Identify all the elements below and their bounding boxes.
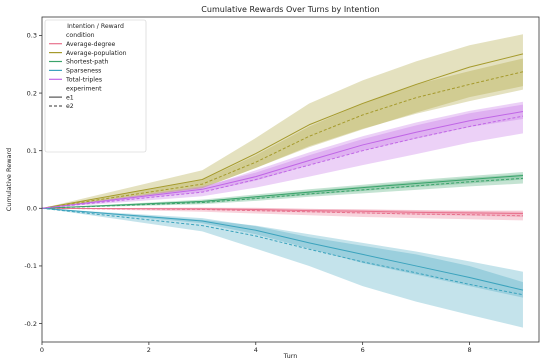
legend-items: Average-degree Average-population Shortest… bbox=[49, 41, 127, 110]
axes-frame bbox=[41, 16, 540, 343]
legend-label-total-triples: Total-triples bbox=[65, 77, 102, 84]
band-shortest-path-e2 bbox=[42, 174, 523, 209]
x-tick-label-6: 6 bbox=[361, 346, 365, 354]
line-total-triples-e2 bbox=[41, 115, 524, 209]
axes: 0 2 4 6 8 -0.2 -0.1 0.0 0.1 0.2 0.3 bbox=[24, 16, 540, 354]
legend-style-heading: experiment bbox=[66, 85, 102, 92]
y-tick-label-0.1: 0.1 bbox=[27, 147, 37, 155]
band-average-degree-e2 bbox=[42, 207, 523, 221]
legend-label-sparseness: Sparseness bbox=[66, 68, 101, 75]
y-tick-label--0.2: -0.2 bbox=[24, 320, 37, 328]
band-sparseness-e2 bbox=[42, 208, 523, 328]
legend-box bbox=[44, 19, 147, 153]
x-axis-label: Turn bbox=[283, 352, 298, 360]
legend: Intention / Reward condition experiment … bbox=[44, 19, 147, 153]
x-tick-label-4: 4 bbox=[254, 346, 258, 354]
y-tick-label-0.3: 0.3 bbox=[27, 32, 37, 40]
legend-label-e1: e1 bbox=[66, 94, 74, 101]
line-sparseness-e2 bbox=[41, 207, 524, 296]
legend-title: Intention / Reward bbox=[67, 23, 124, 30]
band-total-triples-e2 bbox=[42, 101, 523, 209]
x-tick-label-0: 0 bbox=[40, 346, 44, 354]
chart-title: Cumulative Rewards Over Turns by Intenti… bbox=[201, 5, 379, 14]
x-tick-label-8: 8 bbox=[467, 346, 471, 354]
line-average-population-e1 bbox=[41, 53, 524, 209]
band-average-population-e1 bbox=[42, 34, 523, 209]
legend-label-e2: e2 bbox=[66, 103, 74, 110]
line-sparseness-e1 bbox=[41, 207, 524, 291]
plot-area bbox=[41, 34, 524, 328]
y-tick-label-0.0: 0.0 bbox=[27, 205, 37, 213]
legend-label-average-population: Average-population bbox=[66, 50, 127, 57]
legend-hue-heading: condition bbox=[66, 32, 95, 39]
line-shortest-path-e1 bbox=[41, 174, 524, 209]
x-tick-label-2: 2 bbox=[147, 346, 151, 354]
band-average-population-e2 bbox=[42, 58, 523, 209]
y-tick-label--0.1: -0.1 bbox=[24, 262, 37, 270]
legend-label-average-degree: Average-degree bbox=[66, 41, 116, 48]
line-average-population-e2 bbox=[41, 71, 524, 209]
band-shortest-path-e1 bbox=[42, 172, 523, 209]
band-average-degree-e1 bbox=[42, 207, 523, 217]
y-axis-label: Cumulative Reward bbox=[5, 148, 13, 211]
line-total-triples-e1 bbox=[41, 111, 524, 209]
band-total-triples-e1 bbox=[42, 104, 523, 209]
y-tick-label-0.2: 0.2 bbox=[27, 89, 37, 97]
line-average-degree-e1 bbox=[41, 207, 523, 214]
legend-label-shortest-path: Shortest-path bbox=[66, 59, 108, 66]
